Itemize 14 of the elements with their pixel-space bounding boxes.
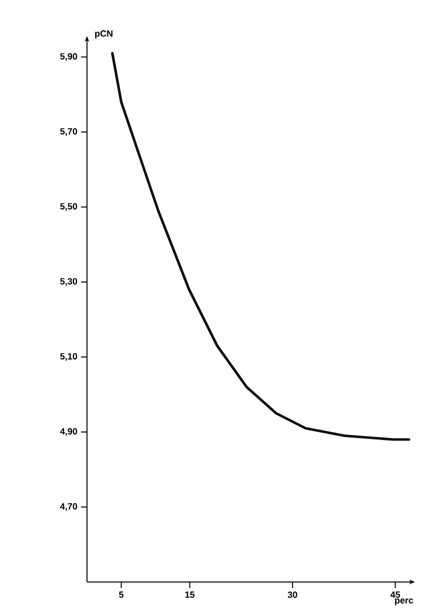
y-tick-label: 5,70 bbox=[60, 128, 78, 136]
y-tick-label: 4,90 bbox=[60, 428, 78, 436]
x-tick-label: 45 bbox=[390, 592, 400, 598]
y-tick-label: 5,10 bbox=[60, 353, 78, 361]
y-tick-label: 4,70 bbox=[60, 503, 78, 511]
line-series bbox=[111, 52, 410, 441]
y-axis-title: pCN bbox=[95, 30, 112, 38]
x-axis-title: perc bbox=[395, 598, 414, 606]
y-tick-label: 5,50 bbox=[60, 203, 78, 211]
x-tick-label: 15 bbox=[185, 592, 195, 598]
x-tick-label: 30 bbox=[288, 592, 298, 598]
x-tick-label: 5 bbox=[119, 592, 124, 598]
y-tick-label: 5,30 bbox=[60, 278, 78, 286]
y-tick-label: 5,90 bbox=[60, 53, 78, 61]
